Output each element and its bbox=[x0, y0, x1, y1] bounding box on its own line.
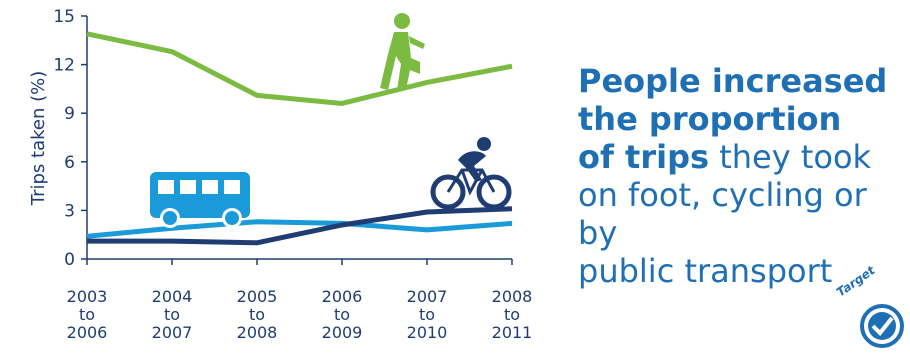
x-tick-label-line: 2005 bbox=[237, 287, 278, 306]
x-tick-label: 2006 to 2009 bbox=[322, 287, 363, 342]
x-tick-label-line: 2006 bbox=[67, 323, 108, 342]
x-tick-label-line: 2008 bbox=[492, 287, 533, 306]
x-tick-label: 2005 to 2008 bbox=[237, 287, 278, 342]
headline: People increased the proportion of trips… bbox=[578, 62, 908, 290]
target-badge: Target bbox=[832, 263, 906, 350]
series-line-walking-person bbox=[86, 31, 513, 106]
y-tick-label: 12 bbox=[53, 56, 75, 76]
x-tick-label-line: to bbox=[164, 305, 180, 324]
y-tick-label: 0 bbox=[64, 250, 75, 270]
x-tick-label: 2008 to 2011 bbox=[492, 287, 533, 342]
cyclist-icon bbox=[430, 137, 512, 210]
series-lines bbox=[86, 31, 513, 246]
x-tick-label-line: 2008 bbox=[237, 323, 278, 342]
x-tick-label-line: to bbox=[334, 305, 350, 324]
headline-line-1: People increased bbox=[578, 62, 888, 100]
series-line-bus bbox=[86, 219, 513, 239]
headline-line-4: on foot, cycling or by bbox=[578, 176, 867, 252]
x-tick-label-line: 2011 bbox=[492, 323, 533, 342]
x-tick-label: 2007 to 2010 bbox=[407, 287, 448, 342]
x-tick-label-line: to bbox=[79, 305, 95, 324]
x-tick-label: 2003 to 2006 bbox=[67, 287, 108, 342]
y-axis-label: Trips taken (%) bbox=[28, 71, 49, 207]
y-axis: 0 3 6 9 12 15 bbox=[53, 7, 87, 270]
x-tick-label-line: to bbox=[504, 305, 520, 324]
x-tick-label-line: 2009 bbox=[322, 323, 363, 342]
x-tick-label-line: to bbox=[249, 305, 265, 324]
y-tick-label: 6 bbox=[64, 153, 75, 173]
x-tick-label-line: 2007 bbox=[407, 287, 448, 306]
bus-icon bbox=[150, 172, 250, 228]
headline-line-3-bold: of trips bbox=[578, 138, 710, 176]
y-tick-label: 9 bbox=[64, 104, 75, 124]
walking-person-icon bbox=[380, 13, 425, 90]
checkmark-icon bbox=[860, 304, 904, 348]
x-tick-label-line: 2004 bbox=[152, 287, 193, 306]
x-tick-label-line: to bbox=[419, 305, 435, 324]
x-tick-label-line: 2003 bbox=[67, 287, 108, 306]
headline-line-5: public transport bbox=[578, 252, 833, 290]
y-tick-label: 15 bbox=[53, 7, 75, 27]
x-tick-label-line: 2006 bbox=[322, 287, 363, 306]
headline-line-3-rest: they took bbox=[709, 138, 872, 176]
x-tick-label: 2004 to 2007 bbox=[152, 287, 193, 342]
y-tick-label: 3 bbox=[64, 201, 75, 221]
headline-line-2: the proportion bbox=[578, 100, 842, 138]
series-line-cyclist bbox=[87, 206, 513, 246]
x-tick-label-line: 2007 bbox=[152, 323, 193, 342]
x-tick-label-line: 2010 bbox=[407, 323, 448, 342]
